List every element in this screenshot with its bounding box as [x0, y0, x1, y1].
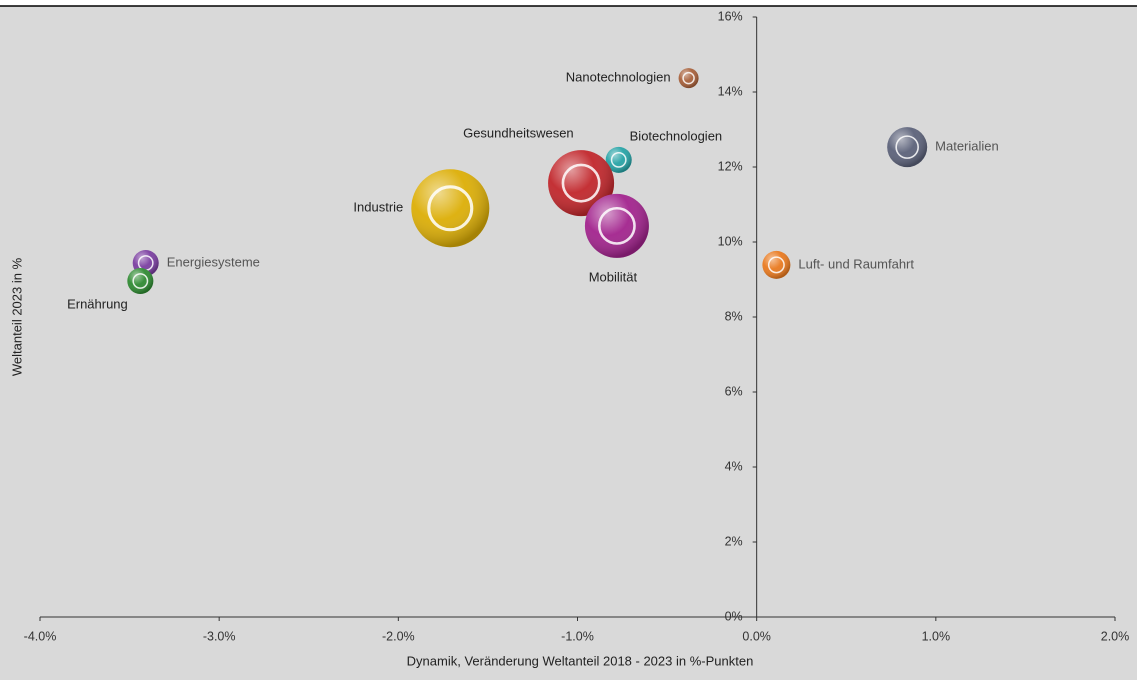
bubble-icon	[132, 273, 149, 289]
y-tick-label: 10%	[718, 234, 743, 248]
point-label: Industrie	[353, 200, 403, 215]
x-tick-label: 2.0%	[1101, 629, 1130, 643]
x-tick-label: -1.0%	[561, 629, 594, 643]
point-label: Mobilität	[589, 269, 638, 284]
background	[0, 6, 1137, 680]
bubble-shine	[584, 193, 649, 258]
y-axis-title: Weltanteil 2023 in %	[9, 257, 24, 376]
bubble-icon	[610, 151, 627, 168]
x-axis-title: Dynamik, Veränderung Weltanteil 2018 - 2…	[407, 653, 754, 668]
bubble-shine	[411, 169, 490, 248]
point-label: Materialien	[935, 139, 999, 154]
bubble-icon	[561, 163, 601, 203]
y-tick-label: 14%	[718, 84, 743, 98]
bubble-icon	[598, 206, 636, 245]
point-label: Ernährung	[67, 296, 128, 311]
x-tick-label: 1.0%	[922, 629, 951, 643]
x-tick-label: -2.0%	[382, 629, 415, 643]
y-tick-label: 12%	[718, 159, 743, 173]
bubble-shine	[678, 68, 699, 89]
y-tick-label: 4%	[725, 459, 743, 473]
y-tick-label: 0%	[725, 609, 743, 623]
y-tick-label: 16%	[718, 9, 743, 23]
bubble-shine	[605, 146, 632, 173]
x-tick-label: -4.0%	[24, 629, 57, 643]
x-tick-label: 0.0%	[742, 629, 771, 643]
y-tick-label: 8%	[725, 309, 743, 323]
x-tick-label: -3.0%	[203, 629, 236, 643]
bubble-icon	[895, 135, 919, 159]
bubble-shine	[762, 250, 791, 279]
point-label: Gesundheitswesen	[463, 126, 574, 141]
y-tick-label: 6%	[725, 384, 743, 398]
bubble-shine	[127, 268, 154, 294]
point-label: Nanotechnologien	[566, 70, 671, 85]
point-label: Luft- und Raumfahrt	[798, 256, 914, 271]
point-label: Energiesysteme	[167, 254, 260, 269]
y-tick-label: 2%	[725, 534, 743, 548]
bubble-shine	[548, 150, 615, 217]
bubble-icon	[427, 185, 474, 232]
bubble-shine	[887, 127, 928, 168]
bubble-icon	[767, 256, 785, 274]
point-label: Biotechnologien	[630, 128, 723, 143]
bubble-icon	[682, 71, 695, 85]
